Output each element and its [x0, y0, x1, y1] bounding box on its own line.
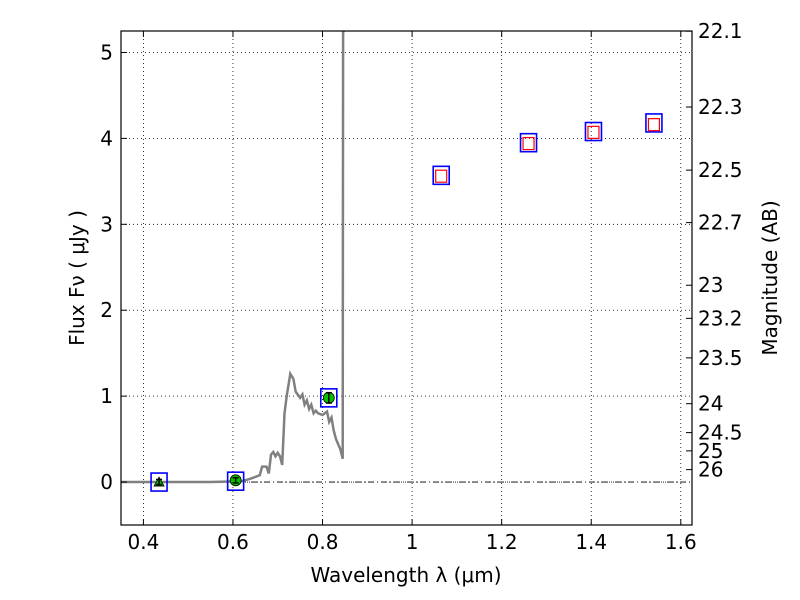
x-tick-label: 0.6 — [217, 530, 249, 554]
model-photometry-marker — [432, 165, 451, 186]
mag-tick-label: 22.1 — [698, 19, 743, 43]
x-tick-label: 1.2 — [486, 530, 518, 554]
x-tick-label: 1.4 — [575, 530, 607, 554]
plot-frame — [120, 30, 693, 526]
y-tick-label: 2 — [100, 298, 113, 322]
x-axis-title: Wavelength λ (μm) — [310, 563, 501, 587]
mag-tick-label: 22.5 — [698, 158, 743, 182]
observed-photometry-marker — [522, 136, 535, 151]
grid — [121, 31, 692, 525]
ticks: 0.4 0.6 0.8 1 1.2 1.4 1.601234522.122.322.522.… — [100, 19, 742, 554]
x-tick-label: 1 — [406, 530, 419, 554]
mag-tick-label: 24 — [698, 392, 723, 416]
mag-tick-label: 23.5 — [698, 346, 743, 370]
y-tick-label: 1 — [100, 384, 113, 408]
x-tick-label: 1.6 — [665, 530, 697, 554]
model-photometry-marker — [584, 121, 603, 142]
model-photometry-marker — [226, 471, 245, 491]
observed-photometry-marker — [587, 125, 600, 139]
mag-tick-label: 22.7 — [698, 211, 743, 235]
series-layer — [121, 31, 663, 492]
x-tick-label: 0.4 — [127, 530, 159, 554]
model-photometry-marker — [150, 472, 168, 492]
mag-tick-label: 23.2 — [698, 306, 743, 330]
y-tick-label: 4 — [100, 126, 113, 150]
model-photometry-marker — [645, 113, 663, 133]
observed-photometry-marker — [435, 169, 448, 183]
mag-tick-label: 26 — [698, 458, 723, 482]
model-photometry-marker — [319, 388, 338, 408]
model-photometry-marker — [519, 132, 538, 153]
y2-axis-title: Magnitude (AB) — [758, 200, 782, 355]
model-spectrum-line — [121, 31, 345, 484]
y-axis-title: Flux Fν ( μJy ) — [65, 210, 89, 346]
x-tick-label: 0.8 — [307, 530, 339, 554]
mag-tick-label: 22.3 — [698, 95, 743, 119]
y-tick-label: 3 — [100, 212, 113, 236]
mag-tick-label: 25 — [698, 439, 723, 463]
mag-tick-label: 24.5 — [698, 421, 743, 445]
y-tick-label: 5 — [100, 40, 113, 64]
mag-tick-label: 23 — [698, 273, 723, 297]
y-tick-label: 0 — [100, 470, 113, 494]
observed-photometry-marker — [647, 118, 661, 132]
